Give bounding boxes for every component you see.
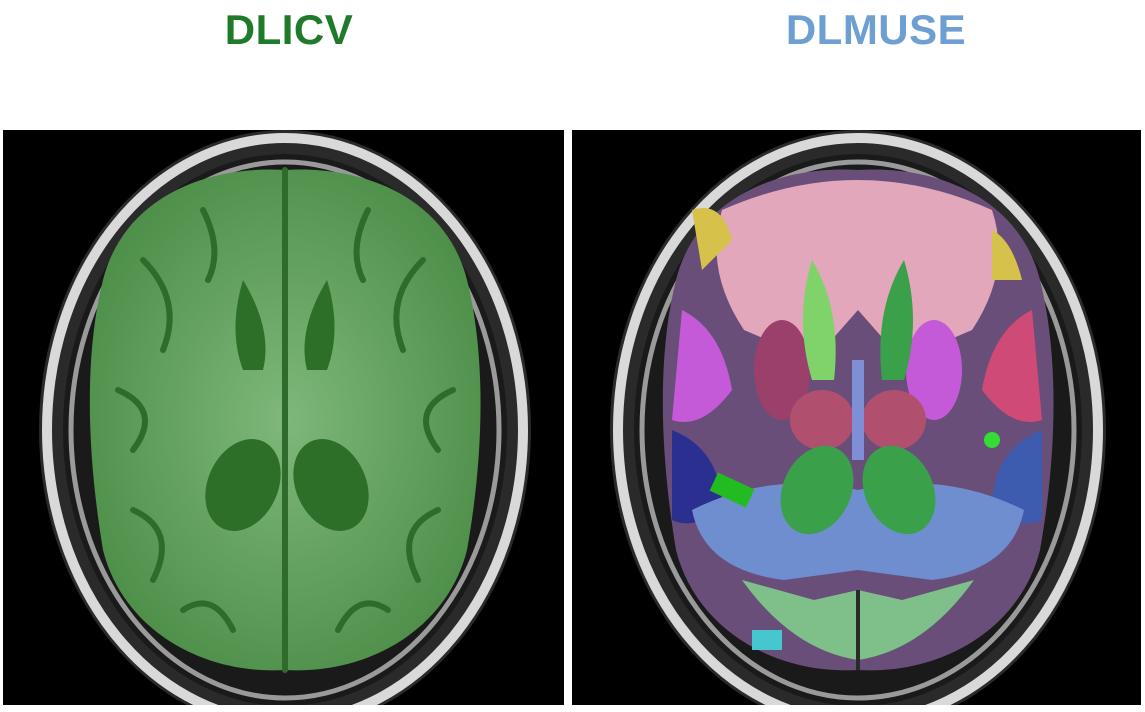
dlicv-mri-image (3, 130, 564, 705)
dlicv-title: DLICV (224, 6, 354, 53)
dlmuse-title: DLMUSE (785, 6, 967, 53)
dlmuse-mri-image (572, 130, 1141, 705)
